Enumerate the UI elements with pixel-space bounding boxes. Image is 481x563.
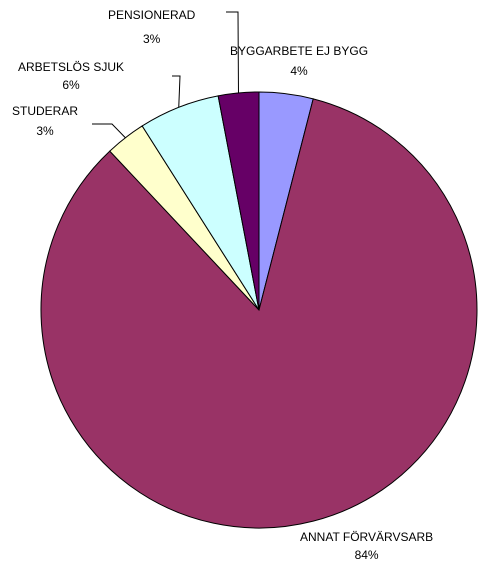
leader-line [172,75,181,108]
leader-line [92,123,126,139]
slice-value-label: 6% [62,78,80,92]
leader-line [226,11,239,93]
slice-value-label: 3% [36,124,54,138]
slice-label: PENSIONERAD [108,8,196,22]
pie-slice [217,91,260,311]
pie-slice [40,98,478,529]
slice-value-label: 4% [290,64,308,78]
slice-value-label: 3% [143,32,161,46]
slice-label: STUDERAR [12,104,78,118]
slice-label: ARBETSLÖS SJUK [18,60,124,74]
slice-value-label: 84% [355,548,379,562]
slice-label: ANNAT FÖRVÄRVSARB [300,530,433,544]
slice-label: BYGGARBETE EJ BYGG [230,44,368,58]
